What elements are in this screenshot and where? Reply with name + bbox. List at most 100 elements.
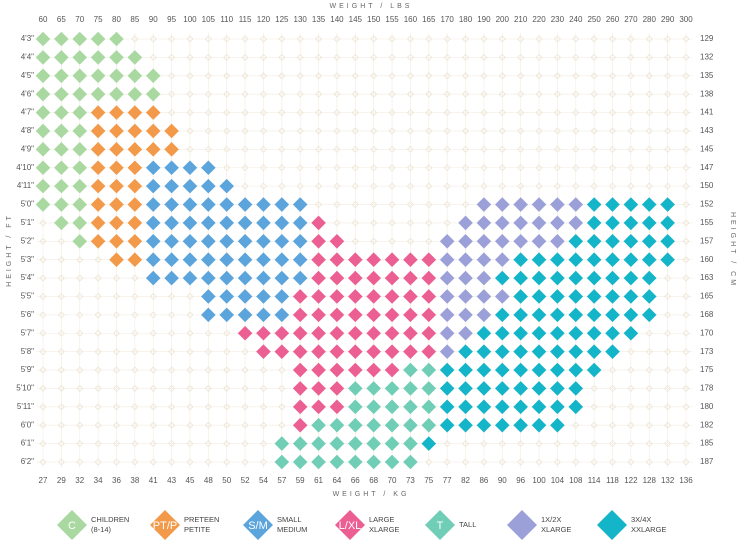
size-cell xyxy=(274,344,290,359)
empty-cell xyxy=(645,348,653,356)
size-cell xyxy=(660,197,675,212)
size-cell xyxy=(145,252,161,267)
size-cell xyxy=(109,123,124,139)
size-cell xyxy=(531,197,547,212)
size-cell xyxy=(54,142,69,157)
empty-cell xyxy=(241,72,249,80)
size-cell xyxy=(329,454,345,470)
size-cell xyxy=(164,270,179,286)
size-cell xyxy=(550,252,565,267)
size-cell xyxy=(531,234,547,249)
empty-cell xyxy=(370,237,378,245)
empty-cell xyxy=(664,366,672,374)
empty-cell xyxy=(351,182,359,190)
size-cell xyxy=(329,399,345,415)
empty-cell xyxy=(682,90,690,98)
empty-cell xyxy=(664,108,672,117)
size-cell xyxy=(384,344,400,359)
empty-cell xyxy=(351,200,359,209)
empty-cell xyxy=(149,329,157,337)
ft-label: 5'9" xyxy=(21,365,34,374)
size-cell xyxy=(237,270,253,286)
empty-cell xyxy=(425,219,433,227)
empty-cell xyxy=(39,458,47,466)
empty-cell xyxy=(608,35,617,43)
size-cell xyxy=(623,252,639,267)
empty-cell xyxy=(241,403,249,411)
empty-cell xyxy=(370,145,378,153)
legend-label: LARGE xyxy=(369,515,394,524)
empty-cell xyxy=(645,421,653,429)
size-cell xyxy=(568,381,584,396)
size-cell xyxy=(292,417,308,433)
empty-cell xyxy=(682,329,690,337)
empty-cell xyxy=(517,458,525,466)
empty-cell xyxy=(590,108,598,117)
empty-cell xyxy=(406,53,414,61)
empty-cell xyxy=(76,440,84,448)
size-cell xyxy=(256,344,271,359)
legend-label: SMALL xyxy=(277,515,302,524)
size-cell xyxy=(439,307,455,323)
size-cell xyxy=(494,417,510,433)
size-cell xyxy=(145,178,161,194)
size-cell xyxy=(237,252,253,267)
empty-cell xyxy=(94,440,102,448)
empty-cell xyxy=(186,440,194,448)
size-cell xyxy=(164,215,179,231)
empty-cell xyxy=(682,458,690,466)
empty-cell xyxy=(682,421,690,429)
empty-cell xyxy=(608,384,617,393)
size-cell xyxy=(586,307,602,323)
cm-label: 170 xyxy=(700,328,714,337)
size-cell xyxy=(329,381,345,396)
empty-cell xyxy=(278,384,286,393)
empty-cell xyxy=(425,35,433,43)
empty-cell xyxy=(204,53,212,61)
size-cell xyxy=(145,234,161,249)
kg-label: 34 xyxy=(94,476,103,485)
size-cell xyxy=(311,417,326,433)
empty-cell xyxy=(664,145,672,153)
empty-cell xyxy=(296,145,304,153)
empty-cell xyxy=(498,53,506,61)
empty-cell xyxy=(480,164,488,172)
size-cell xyxy=(164,160,179,176)
kg-label: 132 xyxy=(661,476,675,485)
empty-cell xyxy=(572,53,580,61)
size-cell xyxy=(439,417,455,433)
size-cell xyxy=(494,289,510,304)
size-cell xyxy=(660,252,675,267)
empty-cell xyxy=(39,256,47,264)
empty-cell xyxy=(315,90,323,98)
kg-label: 59 xyxy=(296,476,305,485)
empty-cell xyxy=(259,127,268,135)
empty-cell xyxy=(149,53,157,61)
empty-cell xyxy=(204,90,212,98)
size-cell xyxy=(237,325,253,341)
size-cell xyxy=(458,307,473,323)
kg-label: 61 xyxy=(314,476,323,485)
empty-cell xyxy=(498,145,506,153)
empty-cell xyxy=(57,366,65,374)
lbs-label: 280 xyxy=(643,15,657,24)
empty-cell xyxy=(259,366,268,374)
legend-label: XLARGE xyxy=(541,525,571,534)
legend-key: L/XL xyxy=(339,520,362,532)
size-cell xyxy=(311,454,326,470)
size-cell xyxy=(274,197,290,212)
cm-label: 152 xyxy=(700,200,714,209)
lbs-label: 115 xyxy=(239,15,252,24)
empty-cell xyxy=(112,348,121,356)
size-cell xyxy=(531,307,547,323)
empty-cell xyxy=(296,164,304,172)
size-cell xyxy=(256,307,271,323)
size-cell xyxy=(237,197,253,212)
empty-cell xyxy=(590,53,598,61)
empty-cell xyxy=(388,53,396,61)
size-cell xyxy=(531,417,547,433)
empty-cell xyxy=(57,292,65,301)
empty-cell xyxy=(131,366,139,374)
empty-cell xyxy=(572,90,580,98)
size-cell xyxy=(476,307,492,323)
